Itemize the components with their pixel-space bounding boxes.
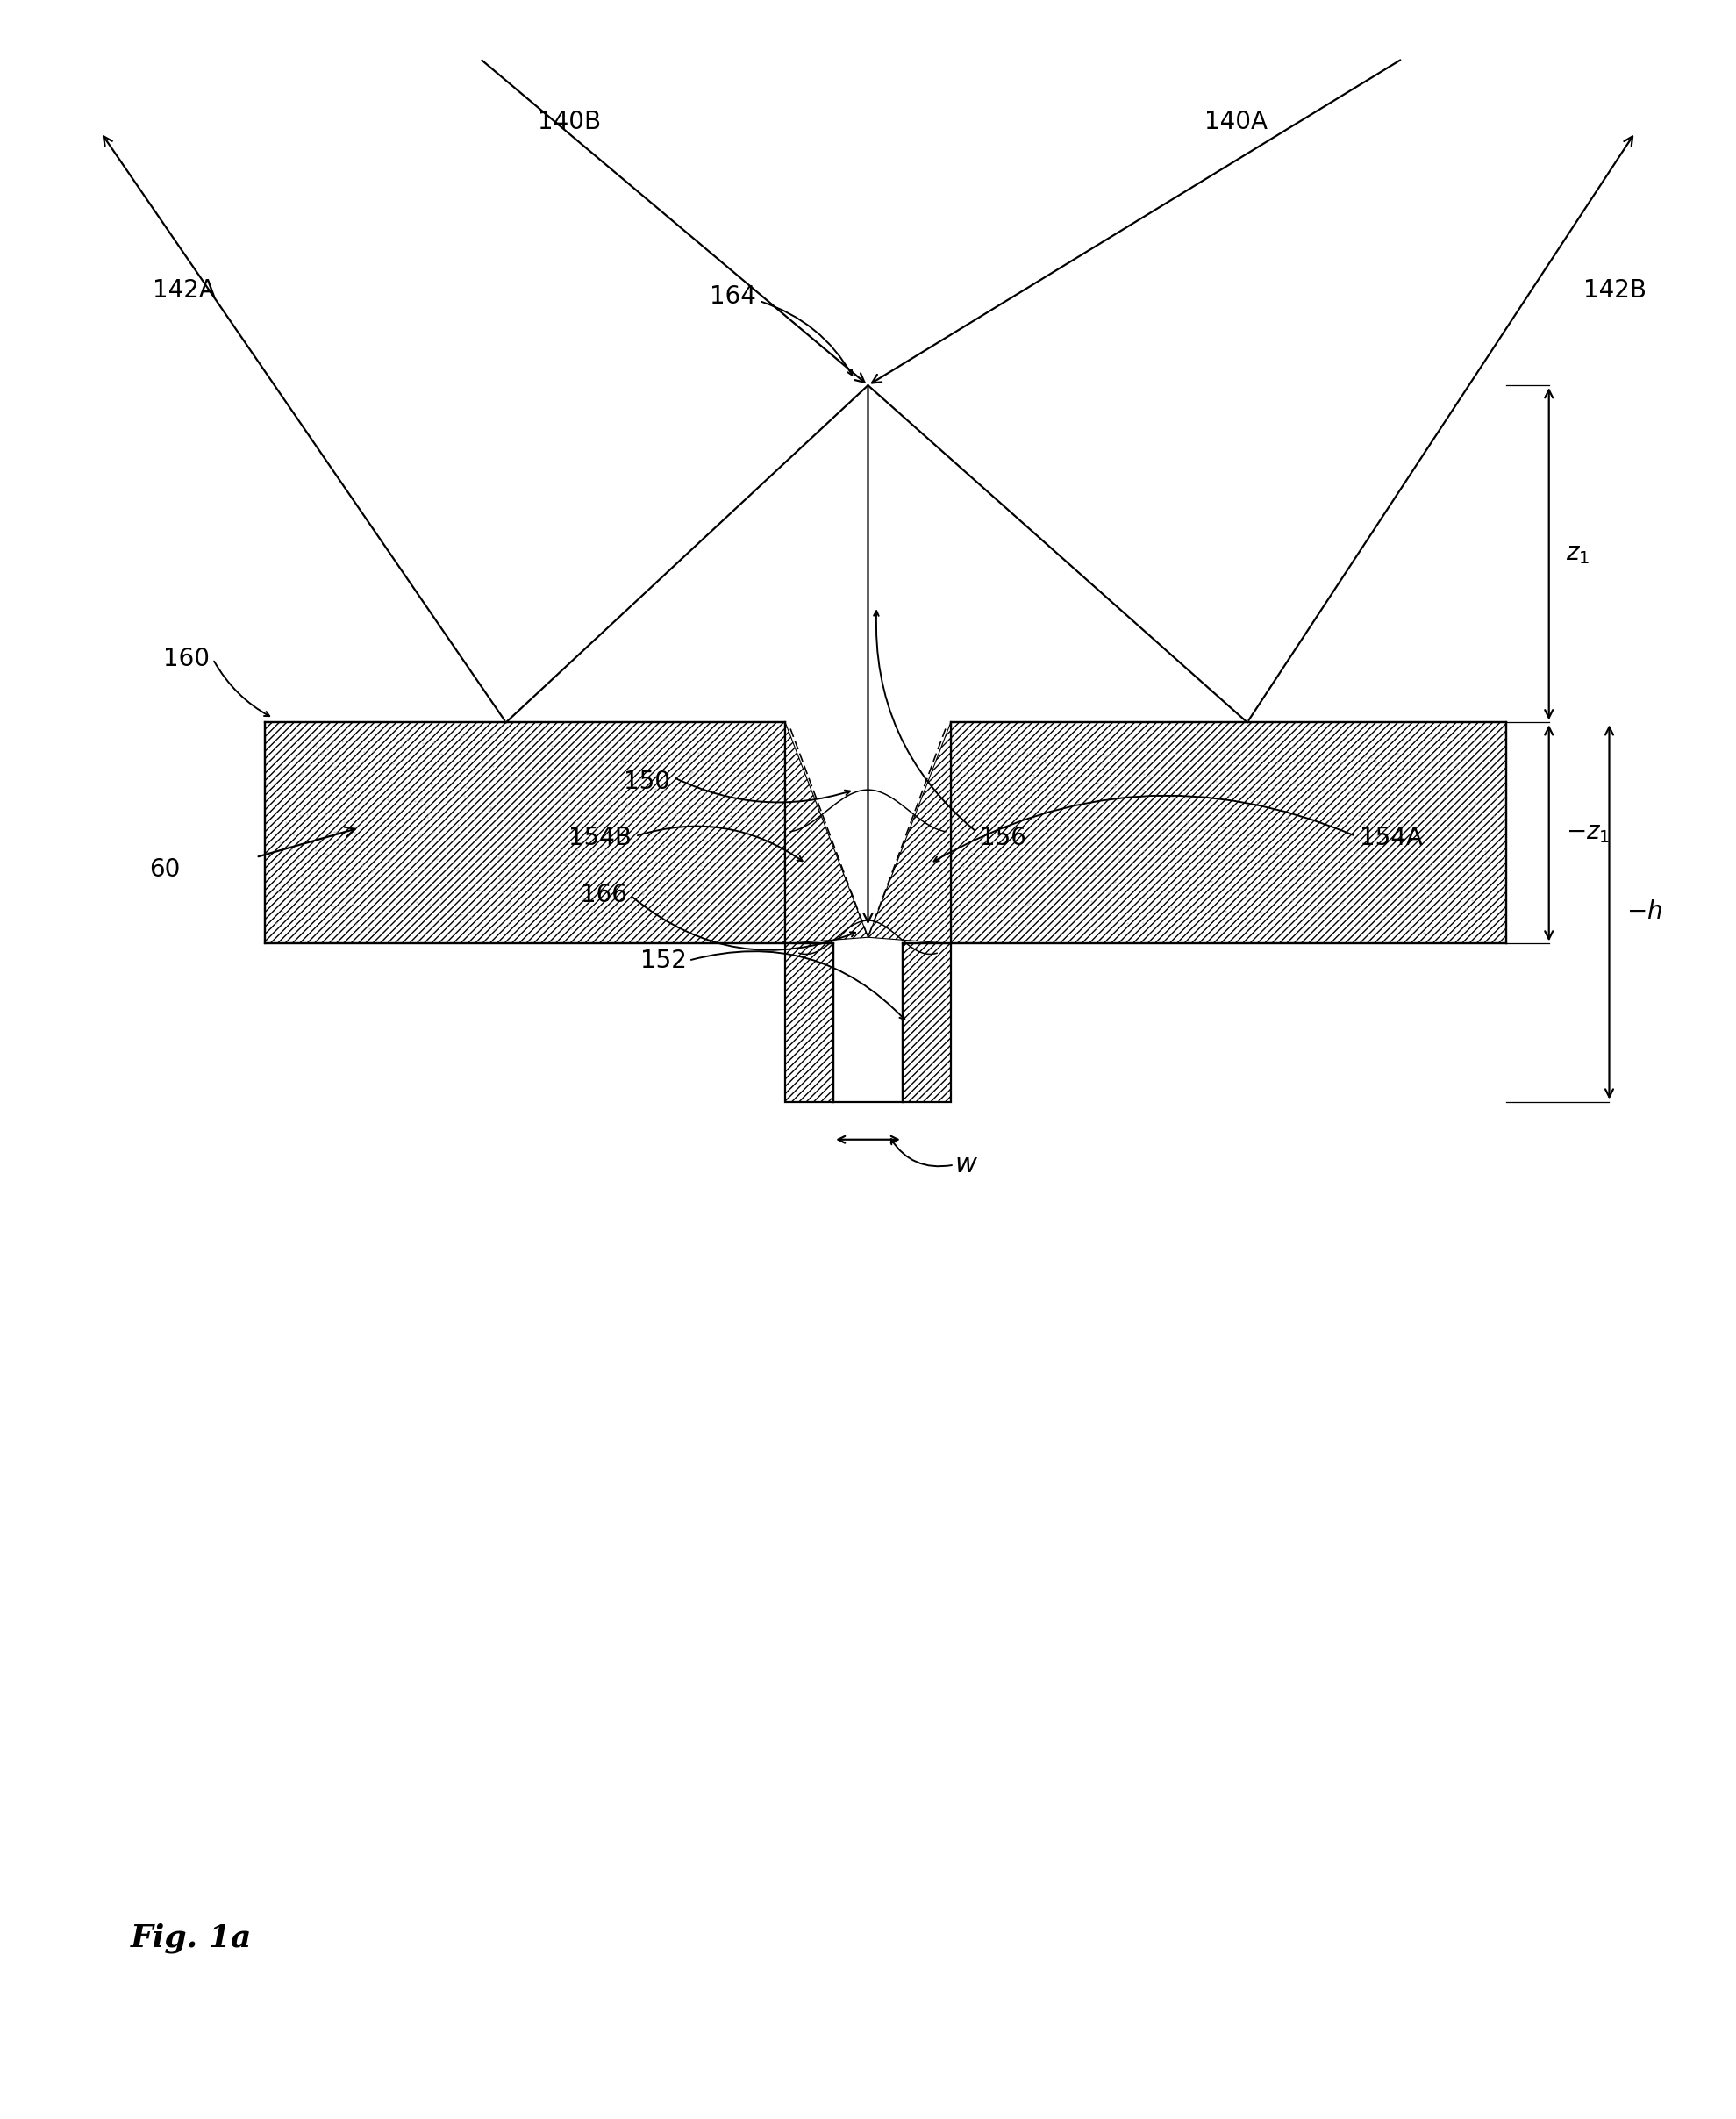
Text: 150: 150 xyxy=(623,769,670,795)
Text: $-h$: $-h$ xyxy=(1627,901,1663,924)
Text: 156: 156 xyxy=(981,826,1026,850)
Text: 164: 164 xyxy=(710,284,755,309)
Text: 154B: 154B xyxy=(569,826,632,850)
Text: 142A: 142A xyxy=(153,278,215,303)
Text: 140B: 140B xyxy=(538,110,601,133)
Polygon shape xyxy=(951,723,1505,943)
Polygon shape xyxy=(785,943,833,1102)
Text: 140A: 140A xyxy=(1205,110,1267,133)
Text: 154A: 154A xyxy=(1359,826,1422,850)
Polygon shape xyxy=(868,723,951,943)
Polygon shape xyxy=(264,723,785,943)
Text: $z_1$: $z_1$ xyxy=(1566,542,1590,566)
Text: Fig. 1a: Fig. 1a xyxy=(130,1922,252,1954)
Text: 142B: 142B xyxy=(1583,278,1646,303)
Text: 166: 166 xyxy=(580,884,627,907)
Text: 160: 160 xyxy=(163,646,210,672)
Polygon shape xyxy=(785,723,868,943)
Text: 152: 152 xyxy=(641,947,687,973)
Text: $w$: $w$ xyxy=(955,1153,977,1178)
Polygon shape xyxy=(903,943,951,1102)
Text: $-z_1$: $-z_1$ xyxy=(1566,820,1611,845)
Text: 60: 60 xyxy=(149,858,181,882)
